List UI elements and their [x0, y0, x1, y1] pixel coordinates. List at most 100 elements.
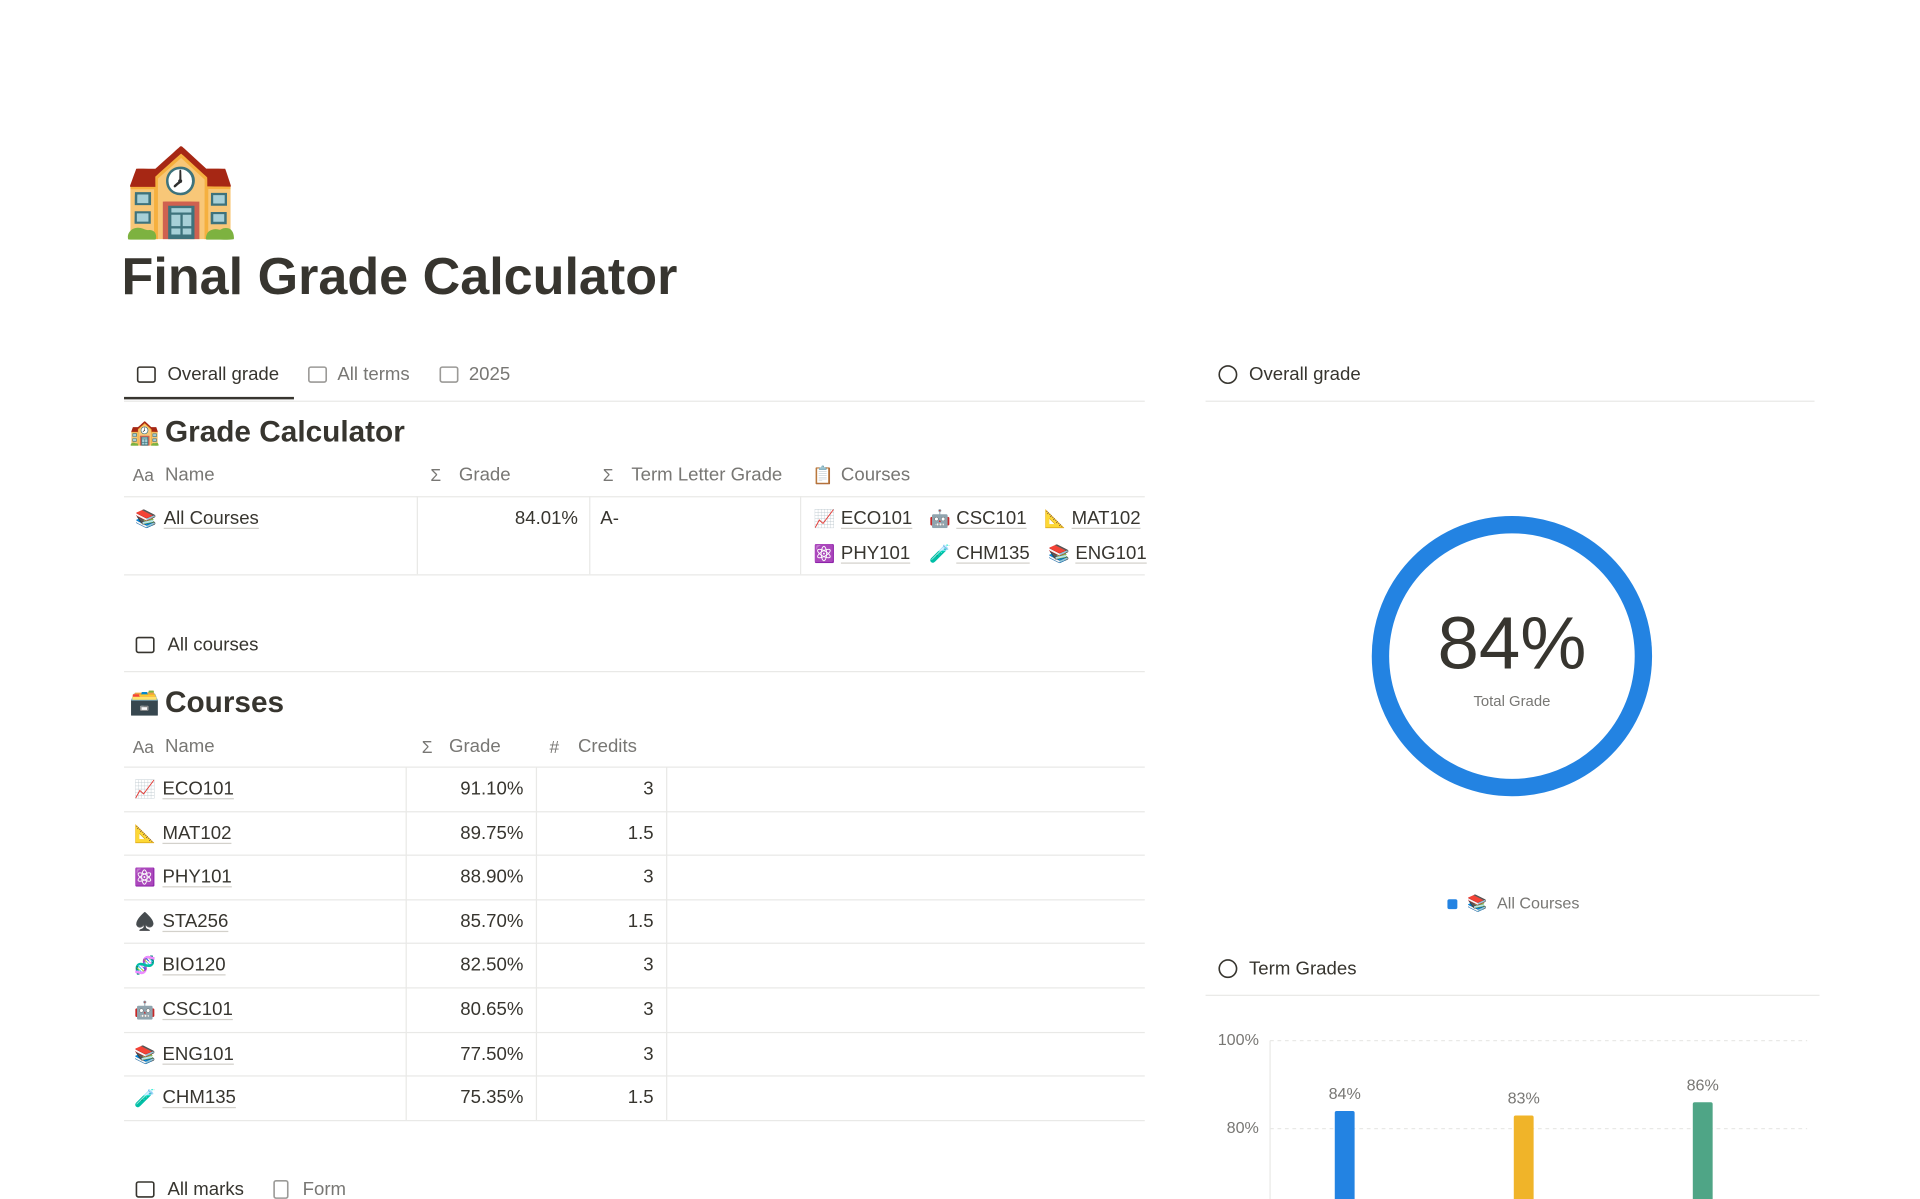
row-icon: 📈 — [133, 778, 156, 799]
row-line — [124, 854, 1145, 857]
cell: 1.5 — [627, 910, 654, 932]
chart-icon — [1218, 365, 1238, 385]
relation[interactable]: PHY101 — [840, 542, 911, 564]
divider — [124, 671, 1145, 673]
row-name[interactable]: BIO120 — [162, 954, 226, 976]
column-icon: Aa — [132, 736, 154, 757]
row-line — [124, 943, 1145, 945]
section-title: Courses — [164, 685, 285, 720]
row-line — [124, 766, 1145, 768]
column-icon: 📋 — [812, 465, 835, 485]
section-icon: 🗃️ — [128, 689, 160, 717]
relation-icon: 📚 — [1048, 543, 1070, 564]
divider — [124, 400, 1145, 402]
tab[interactable]: Overall grade — [167, 364, 280, 386]
tab[interactable]: Form — [302, 1178, 347, 1199]
value-label: 84% — [1329, 1085, 1361, 1103]
row-icon: ⚛️ — [133, 867, 156, 888]
section-title: Grade Calculator — [164, 415, 405, 449]
column-header: Term Letter Grade — [631, 464, 783, 486]
legend-swatch — [1447, 899, 1458, 910]
relation[interactable]: CSC101 — [956, 507, 1027, 529]
row-name[interactable]: CHM135 — [162, 1087, 236, 1109]
relation[interactable]: ENG101 — [1075, 542, 1147, 564]
cell: 3 — [643, 954, 654, 976]
table-icon — [135, 1181, 155, 1198]
column-icon: Aa — [132, 465, 154, 485]
cell: 77.50% — [460, 1043, 524, 1065]
page-title: Final Grade Calculator — [121, 246, 678, 306]
table-icon — [308, 366, 328, 383]
row-line — [124, 1119, 1145, 1121]
table-icon — [135, 636, 155, 654]
column-icon: Σ — [430, 465, 442, 485]
center-value: 84% — [1437, 601, 1586, 684]
row-icon: ♠️ — [133, 911, 156, 932]
row-name[interactable]: MAT102 — [162, 822, 232, 844]
row-icon: 📚 — [133, 1043, 156, 1064]
tab[interactable]: All marks — [167, 1178, 244, 1199]
row-name[interactable]: ENG101 — [162, 1043, 234, 1065]
relation-icon: ⚛️ — [813, 543, 836, 564]
row-line — [124, 496, 1145, 498]
column-header: Courses — [840, 464, 911, 486]
relation-icon: 📐 — [1044, 508, 1066, 529]
table-icon — [136, 366, 156, 383]
column-header: Grade — [448, 736, 501, 758]
chart-title: Overall grade — [1248, 364, 1361, 386]
row-icon: 🤖 — [133, 999, 156, 1020]
divider — [1205, 994, 1820, 996]
column-line — [416, 496, 418, 575]
row-icon: 📐 — [133, 823, 156, 843]
legend-icon: 📚 — [1467, 893, 1487, 912]
y-tick-label: 100% — [1218, 1031, 1259, 1049]
cell: 1.5 — [627, 822, 654, 844]
cell: 1.5 — [627, 1087, 654, 1109]
column-header: Credits — [577, 736, 637, 758]
column-header: Name — [164, 464, 215, 486]
row-name[interactable]: STA256 — [162, 910, 229, 932]
cell: 3 — [643, 866, 654, 888]
row-line — [124, 898, 1145, 901]
row-name[interactable]: PHY101 — [162, 866, 232, 888]
relation[interactable]: ECO101 — [840, 507, 913, 529]
cell: 85.70% — [460, 910, 524, 932]
tab[interactable]: All terms — [337, 364, 410, 386]
y-tick-label: 80% — [1227, 1119, 1259, 1137]
bar — [1513, 1115, 1534, 1199]
cell: A- — [600, 507, 619, 529]
row-icon: 🧪 — [133, 1087, 156, 1108]
cell: 75.35% — [460, 1087, 524, 1109]
column-icon: Σ — [602, 465, 614, 485]
page-icon: 🏫 — [121, 135, 239, 241]
row-name[interactable]: All Courses — [163, 507, 259, 529]
cell: 91.10% — [460, 778, 524, 800]
row-name[interactable]: CSC101 — [162, 999, 233, 1021]
cell: 84.01% — [514, 507, 578, 529]
relation-icon: 🤖 — [928, 508, 951, 529]
column-icon: # — [549, 736, 560, 757]
row-name[interactable]: ECO101 — [162, 778, 234, 800]
table-icon — [439, 366, 459, 383]
cell: 3 — [643, 778, 654, 800]
column-line — [589, 496, 591, 575]
legend-label: All Courses — [1497, 894, 1579, 912]
tab[interactable]: 2025 — [468, 364, 511, 386]
row-line — [124, 1031, 1145, 1033]
value-label: 86% — [1687, 1076, 1719, 1094]
section-icon: 🏫 — [128, 419, 160, 447]
cell: 3 — [643, 999, 654, 1021]
divider — [1205, 400, 1815, 402]
tab-underline — [124, 396, 294, 400]
column-header: Name — [164, 736, 215, 758]
relation[interactable]: CHM135 — [956, 542, 1030, 564]
cell: 89.75% — [460, 822, 524, 844]
center-caption: Total Grade — [1473, 694, 1550, 710]
row-line — [124, 810, 1145, 812]
chart-icon — [1218, 959, 1238, 979]
view-tab[interactable]: All courses — [167, 634, 259, 656]
relation[interactable]: MAT102 — [1071, 507, 1141, 529]
cell: 82.50% — [460, 954, 524, 976]
